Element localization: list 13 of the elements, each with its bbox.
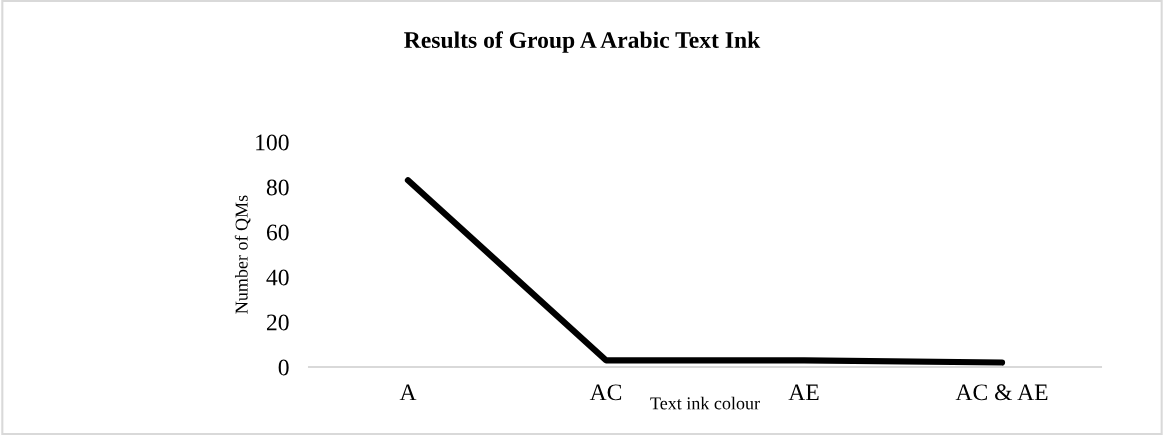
y-tick-label: 60 xyxy=(266,224,289,241)
x-tick-label: AC xyxy=(589,384,622,401)
chart-title: Results of Group A Arabic Text Ink xyxy=(404,31,761,53)
y-tick-label: 40 xyxy=(266,269,289,286)
y-tick-label: 80 xyxy=(266,179,289,196)
y-tick-label: 0 xyxy=(278,359,289,376)
y-tick-label: 100 xyxy=(256,134,289,151)
x-tick-label: AC & AE xyxy=(955,384,1048,401)
x-tick-label: A xyxy=(399,384,417,401)
y-axis-title: Number of QMs xyxy=(234,195,251,314)
y-tick-label: 20 xyxy=(266,314,289,331)
x-tick-label: AE xyxy=(788,384,819,401)
x-axis-title: Text ink colour xyxy=(650,396,760,410)
